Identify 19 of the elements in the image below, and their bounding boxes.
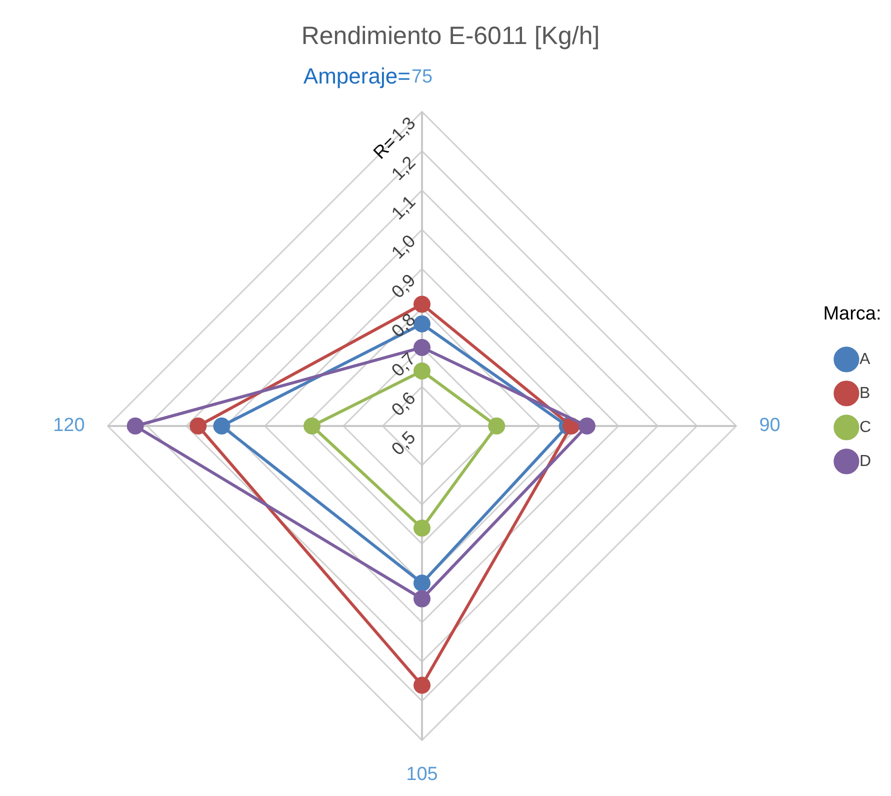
legend-label: A <box>859 350 870 368</box>
y-tick-label: 0,9 <box>388 270 420 302</box>
legend-label: C <box>859 418 872 436</box>
spoke-label: 120 <box>53 415 85 436</box>
spoke-label: 90 <box>759 415 780 436</box>
spoke-label: 105 <box>406 764 438 785</box>
y-tick-label: 0,7 <box>388 348 420 380</box>
text: Amperaje= <box>303 63 410 88</box>
y-tick-label: 1,2 <box>388 152 420 184</box>
y-tick-label: 0,8 <box>388 309 420 342</box>
chart-title: Rendimiento E-6011 [Kg/h] <box>301 22 600 50</box>
y-tick-label: 1,0 <box>388 230 420 263</box>
y-tick-label: 0,6 <box>388 388 420 420</box>
y-tick-label: 1,1 <box>388 192 420 224</box>
legend-label: D <box>859 452 872 470</box>
y-tick-label: 0,5 <box>388 427 420 460</box>
spoke-label: 75 <box>411 66 433 88</box>
legend-label: B <box>859 384 870 402</box>
legend-title: Marca: <box>823 303 882 324</box>
